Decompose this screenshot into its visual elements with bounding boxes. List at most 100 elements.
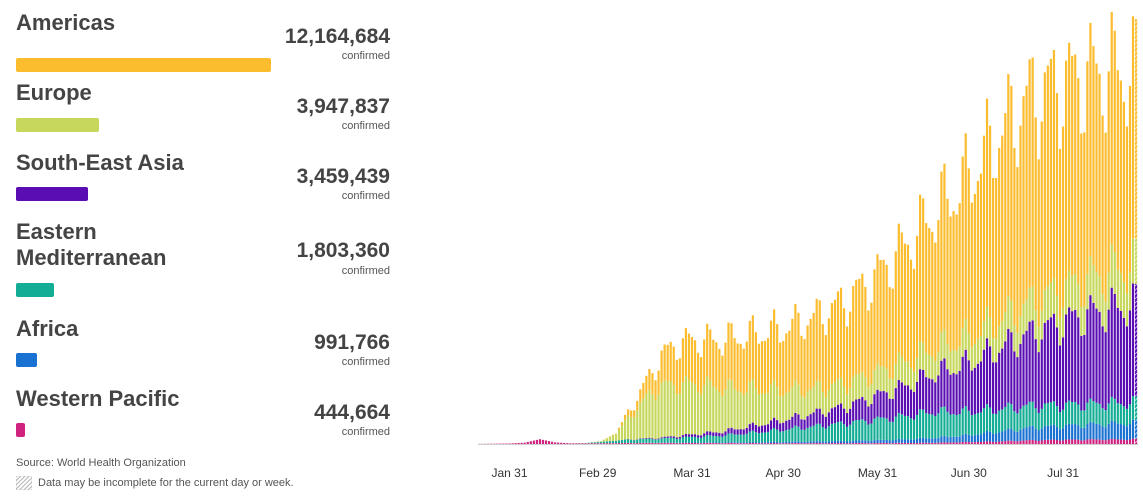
- chart-bar: [931, 356, 934, 380]
- chart-bar: [1122, 317, 1125, 407]
- chart-bar: [1107, 423, 1110, 440]
- chart-bar: [763, 425, 767, 433]
- chart-bar: [1086, 309, 1089, 403]
- chart-bar: [992, 338, 995, 363]
- chart-bar: [964, 406, 967, 434]
- chart-bar: [818, 443, 821, 444]
- chart-bar: [769, 420, 773, 430]
- chart-bar: [712, 339, 715, 387]
- chart-bar: [821, 392, 824, 415]
- chart-bar: [830, 441, 833, 444]
- chart-bar: [1037, 352, 1040, 413]
- chart-bar: [836, 443, 840, 444]
- chart-bar: [1007, 74, 1010, 297]
- x-tick-label: Feb 29: [579, 466, 617, 480]
- chart-bar: [833, 407, 837, 424]
- chart-bar: [839, 442, 843, 444]
- chart-bar: [1022, 428, 1025, 441]
- chart-bar: [1049, 317, 1052, 403]
- chart-bar: [785, 442, 788, 444]
- chart-bar: [839, 377, 843, 404]
- chart-bar: [1080, 440, 1083, 444]
- chart-bar: [940, 436, 943, 443]
- chart-bar: [827, 412, 830, 427]
- chart-bar: [1055, 440, 1059, 444]
- chart-bar: [1071, 402, 1074, 425]
- chart-bar: [1071, 275, 1074, 312]
- chart-bar: [745, 442, 748, 444]
- chart-bar: [876, 416, 879, 440]
- chart-bar: [1077, 78, 1080, 284]
- region-unit: confirmed: [341, 265, 390, 277]
- chart-bar: [773, 443, 776, 444]
- chart-bar: [681, 442, 684, 444]
- chart-bar: [931, 442, 934, 444]
- chart-bar: [724, 442, 727, 444]
- chart-bar: [824, 397, 827, 417]
- chart-bar: [1125, 126, 1129, 294]
- chart-bar: [663, 442, 666, 444]
- chart-bar: [779, 396, 782, 424]
- chart-bar: [903, 243, 906, 362]
- chart-bar: [666, 344, 669, 382]
- chart-bar: [846, 326, 849, 395]
- chart-bar: [1095, 272, 1098, 309]
- chart-bar: [620, 443, 624, 444]
- chart-bar: [1113, 421, 1116, 440]
- chart-bar: [1104, 427, 1107, 441]
- chart-bar: [1007, 402, 1010, 429]
- chart-bar: [709, 329, 712, 381]
- chart-bar: [769, 320, 773, 385]
- chart-bar: [1104, 410, 1107, 428]
- chart-bar: [1077, 283, 1080, 318]
- chart-bar: [1034, 339, 1037, 409]
- chart-bar: [730, 427, 733, 434]
- chart-bar: [1061, 126, 1065, 309]
- daily-cases-stacked-bar-chart: Jan 31 Feb 29 Mar 31 Apr 30 May 31 Jun 30 Jul …: [478, 12, 1138, 480]
- chart-bar: [1077, 404, 1080, 426]
- chart-bar: [715, 436, 718, 443]
- chart-bar: [842, 443, 846, 444]
- chart-bar: [590, 442, 593, 444]
- chart-bar: [1101, 426, 1104, 441]
- chart-bar: [633, 440, 636, 444]
- chart-bar: [794, 441, 797, 444]
- chart-bar: [696, 435, 700, 438]
- chart-bar: [769, 443, 773, 444]
- chart-bar: [961, 328, 964, 357]
- chart-bar: [922, 409, 925, 438]
- chart-bar: [1116, 403, 1119, 424]
- chart-bar: [690, 434, 694, 437]
- chart-bar: [700, 435, 703, 438]
- chart-bar: [700, 443, 703, 444]
- chart-bar: [700, 357, 703, 395]
- chart-bar: [894, 388, 897, 417]
- chart-bar: [751, 441, 754, 443]
- chart-bar: [538, 439, 542, 444]
- chart-bar: [681, 435, 684, 438]
- chart-bar: [733, 388, 736, 430]
- chart-bar: [958, 346, 961, 371]
- chart-bar: [979, 336, 983, 362]
- chart-bar: [1031, 286, 1034, 321]
- chart-bar: [693, 384, 697, 435]
- chart-bar: [730, 380, 733, 428]
- chart-bar: [794, 303, 797, 381]
- chart-bar: [940, 407, 943, 437]
- chart-bar: [712, 443, 715, 444]
- chart-bar: [782, 395, 785, 423]
- chart-bar: [882, 366, 885, 392]
- chart-bar: [1122, 101, 1125, 283]
- chart-bar: [666, 437, 669, 443]
- chart-bar: [879, 417, 882, 440]
- chart-bar: [566, 443, 569, 444]
- chart-bar: [769, 384, 773, 421]
- chart-bar: [897, 439, 900, 443]
- chart-bar: [508, 443, 511, 444]
- chart-bar: [1071, 424, 1074, 440]
- chart-bar: [627, 442, 630, 444]
- chart-bar: [970, 415, 973, 436]
- chart-bar: [876, 363, 879, 390]
- chart-bar: [608, 441, 611, 444]
- chart-bar: [627, 439, 630, 443]
